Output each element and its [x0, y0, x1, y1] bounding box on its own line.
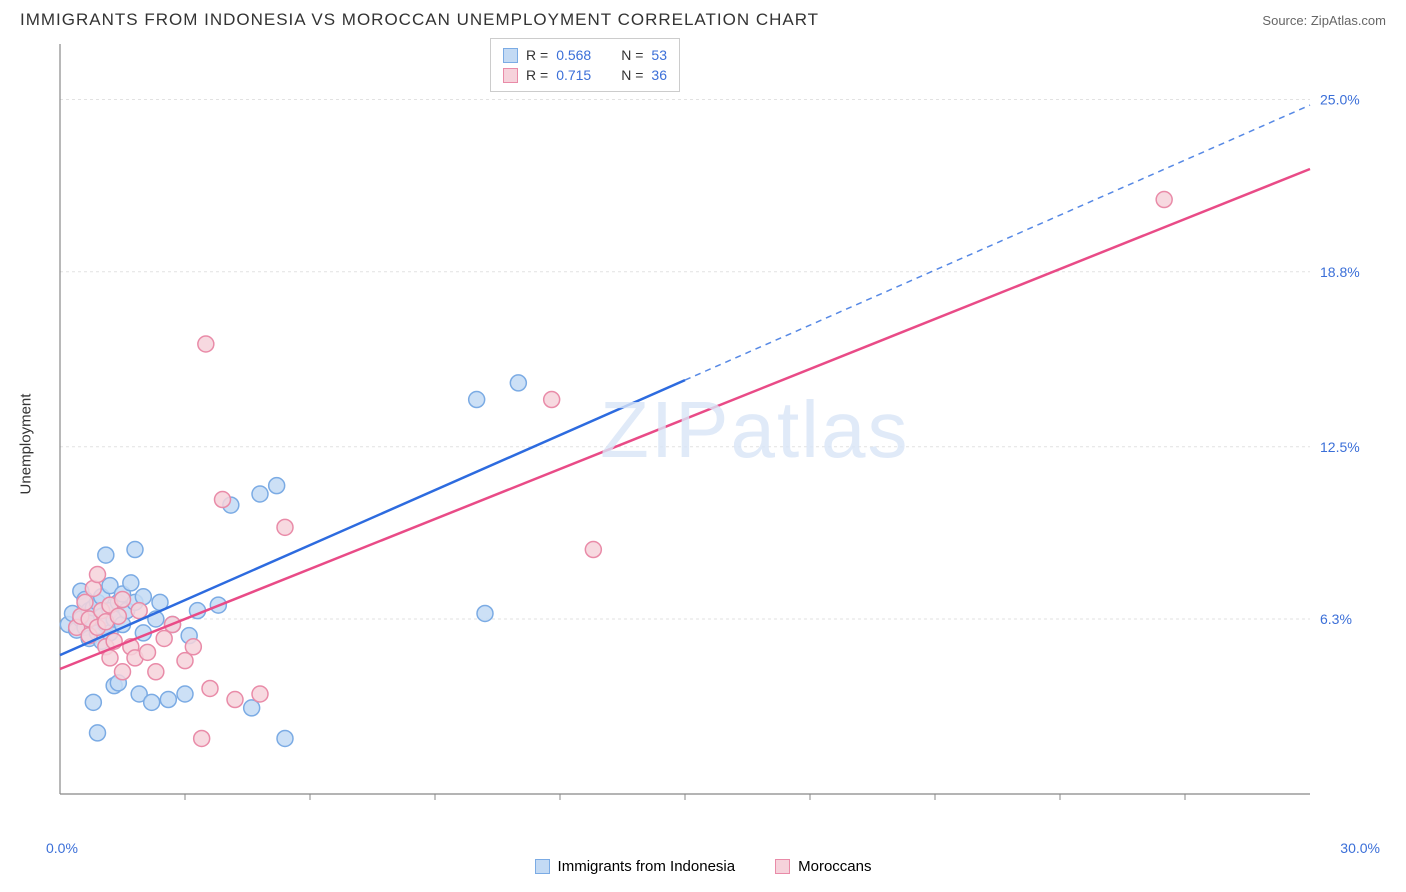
legend-r-value: 0.568	[556, 45, 591, 65]
correlation-legend: R = 0.568 N = 53 R = 0.715 N = 36	[490, 38, 680, 92]
legend-r-label: R =	[526, 65, 548, 85]
chart-header: IMMIGRANTS FROM INDONESIA VS MOROCCAN UN…	[0, 0, 1406, 34]
series-legend: Immigrants from Indonesia Moroccans	[0, 858, 1406, 875]
svg-text:18.8%: 18.8%	[1320, 264, 1360, 280]
x-origin-label: 0.0%	[46, 840, 78, 856]
legend-swatch	[775, 859, 790, 874]
source-name: ZipAtlas.com	[1311, 13, 1386, 28]
legend-swatch	[503, 68, 518, 83]
chart-container: Unemployment 6.3%12.5%18.8%25.0% ZIPatla…	[20, 34, 1386, 854]
series-legend-label: Immigrants from Indonesia	[558, 858, 736, 875]
scatter-plot: 6.3% 12.5% 18.8% 25.0%	[50, 34, 1380, 814]
svg-text:25.0%: 25.0%	[1320, 92, 1360, 108]
legend-row: R = 0.568 N = 53	[503, 45, 667, 65]
y-axis-label: Unemployment	[18, 394, 35, 495]
series-legend-label: Moroccans	[798, 858, 871, 875]
series-legend-item: Moroccans	[775, 858, 871, 875]
legend-n-value: 36	[651, 65, 667, 85]
source-attribution: Source: ZipAtlas.com	[1262, 13, 1386, 28]
legend-n-value: 53	[651, 45, 667, 65]
chart-title: IMMIGRANTS FROM INDONESIA VS MOROCCAN UN…	[20, 10, 819, 30]
series-legend-item: Immigrants from Indonesia	[535, 858, 736, 875]
legend-swatch	[535, 859, 550, 874]
legend-r-value: 0.715	[556, 65, 591, 85]
svg-text:12.5%: 12.5%	[1320, 439, 1360, 455]
x-max-label: 30.0%	[1340, 840, 1380, 856]
svg-text:6.3%: 6.3%	[1320, 611, 1352, 627]
legend-n-label: N =	[621, 45, 643, 65]
legend-swatch	[503, 48, 518, 63]
legend-n-label: N =	[621, 65, 643, 85]
legend-r-label: R =	[526, 45, 548, 65]
legend-row: R = 0.715 N = 36	[503, 65, 667, 85]
source-label: Source:	[1262, 13, 1307, 28]
